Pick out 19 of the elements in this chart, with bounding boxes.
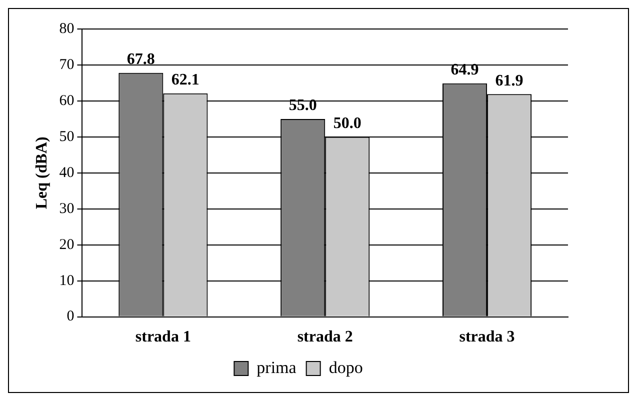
legend-label: dopo	[328, 358, 363, 377]
y-axis-title: Leq (dBA)	[34, 136, 51, 210]
y-tick-label: 50	[59, 128, 74, 145]
data-label: 61.9	[495, 72, 524, 90]
data-label: 67.8	[126, 51, 155, 68]
y-tick-label: 10	[59, 272, 74, 289]
x-tick-label: strada 3	[459, 328, 515, 346]
y-tick-label: 40	[59, 164, 74, 181]
legend-label: prima	[256, 358, 297, 377]
data-label: 50.0	[333, 115, 362, 132]
y-tick-label: 80	[59, 20, 74, 37]
y-tick-label: 60	[59, 92, 74, 109]
y-tick-label: 0	[66, 308, 74, 325]
y-tick-label: 30	[59, 200, 74, 217]
y-tick-label: 20	[59, 236, 74, 253]
x-tick-label: strada 1	[135, 328, 191, 346]
x-tick-label: strada 2	[297, 328, 353, 346]
data-label: 62.1	[171, 72, 200, 89]
y-tick-label: 70	[59, 56, 74, 73]
